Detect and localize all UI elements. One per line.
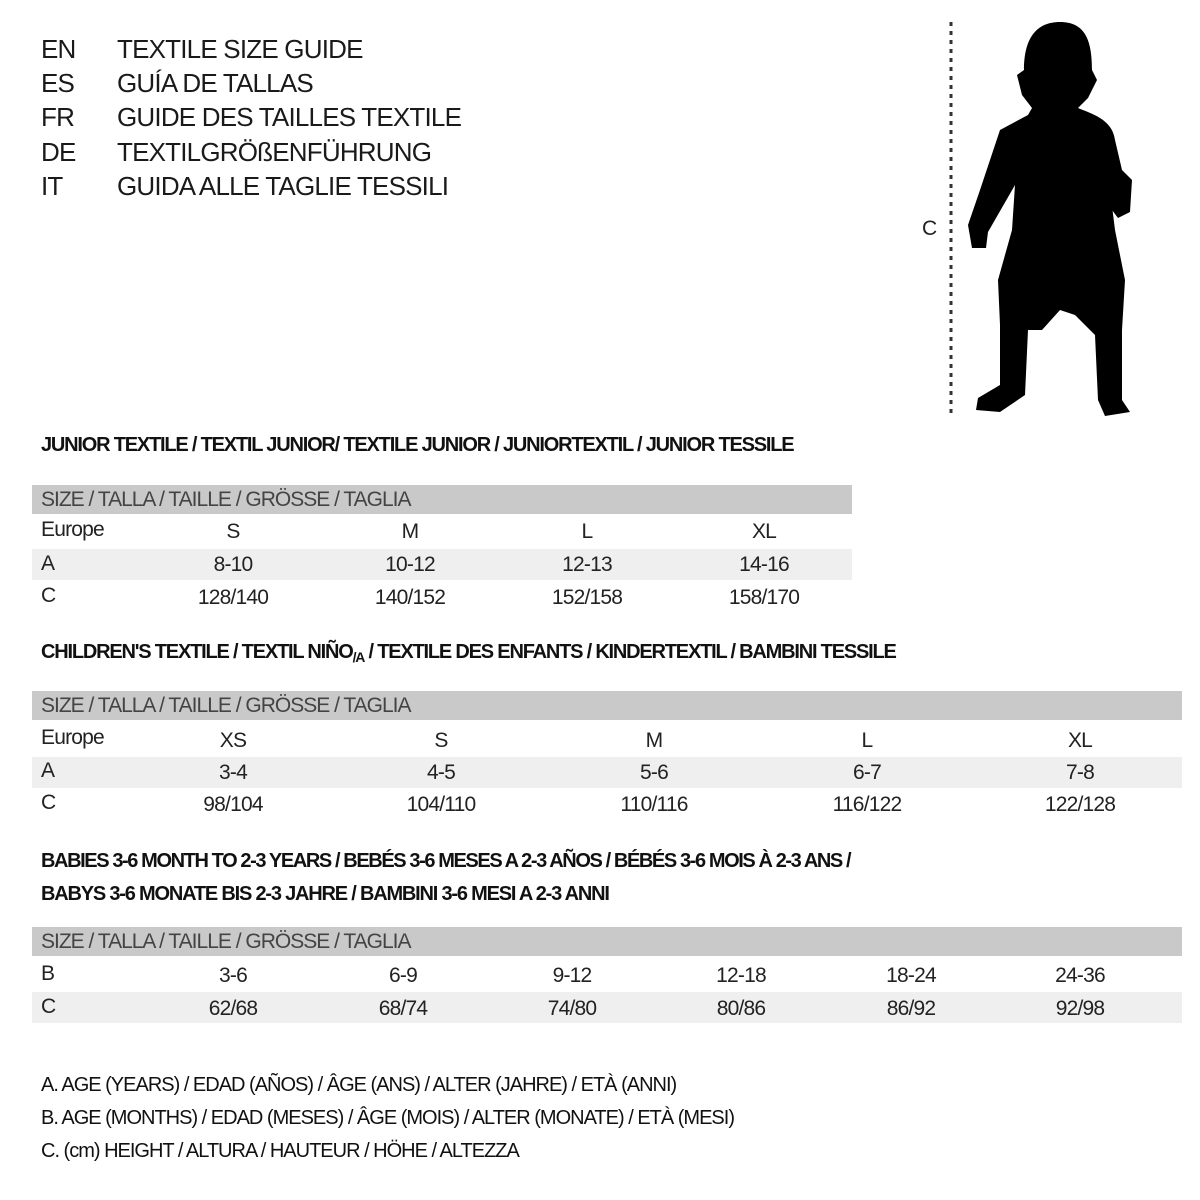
row-label: B: [41, 962, 55, 985]
language-title: TEXTILGRÖßENFÜHRUNG: [117, 137, 432, 167]
size-cell: XL: [1067, 729, 1093, 752]
row-label: C: [41, 791, 56, 814]
age-cell: 6-9: [389, 964, 418, 987]
section-title-text: BABYS 3-6 MONATE BIS 2-3 JAHRE / BAMBINI…: [41, 883, 610, 905]
row-label: A: [41, 552, 55, 575]
height-cell: 80/86: [716, 997, 766, 1020]
row-shade: [32, 757, 1182, 788]
size-cell: XL: [751, 520, 777, 543]
age-cell: 6-7: [853, 761, 882, 784]
section-title-text: JUNIOR TEXTILE / TEXTIL JUNIOR/ TEXTILE …: [41, 434, 795, 456]
size-header-text: SIZE / TALLA / TAILLE / GRÖSSE / TAGLIA: [41, 930, 411, 953]
language-code: FR: [41, 102, 75, 132]
language-row-fr: FR GUIDE DES TAILLES TEXTILE: [41, 100, 641, 134]
height-cell: 116/122: [832, 793, 903, 816]
age-cell: 10-12: [385, 553, 436, 576]
section-title-children: CHILDREN'S TEXTILE / TEXTIL NIÑO/A / TEX…: [41, 641, 1191, 669]
language-row-es: ES GUÍA DE TALLAS: [41, 66, 641, 100]
age-cell: 4-5: [427, 761, 456, 784]
age-cell: 3-4: [219, 761, 248, 784]
height-cell: 62/68: [208, 997, 258, 1020]
language-row-de: DE TEXTILGRÖßENFÜHRUNG: [41, 135, 641, 169]
section-title-babies: BABIES 3-6 MONTH TO 2-3 YEARS / BEBÉS 3-…: [41, 850, 1191, 873]
height-cell: 128/140: [197, 586, 269, 609]
age-cell: 5-6: [640, 761, 669, 784]
size-cell: L: [861, 729, 874, 752]
size-cell: XS: [219, 729, 247, 752]
height-cell: 86/92: [886, 997, 936, 1020]
age-cell: 9-12: [552, 964, 593, 987]
language-title: GUÍA DE TALLAS: [117, 68, 314, 98]
language-code: ES: [41, 68, 75, 98]
height-cell: 98/104: [203, 793, 263, 816]
legend-item-a: A. AGE (YEARS) / EDAD (AÑOS) / ÂGE (ANS)…: [41, 1074, 677, 1096]
size-header-text: SIZE / TALLA / TAILLE / GRÖSSE / TAGLIA: [41, 488, 411, 511]
age-cell: 3-6: [219, 964, 248, 987]
height-cell: 68/74: [378, 997, 428, 1020]
height-cell: 152/158: [551, 586, 623, 609]
row-shade: [32, 549, 852, 580]
age-cell: 14-16: [739, 553, 790, 576]
size-header-text: SIZE / TALLA / TAILLE / GRÖSSE / TAGLIA: [41, 694, 411, 717]
row-label: A: [41, 759, 55, 782]
section-title-text: BABIES 3-6 MONTH TO 2-3 YEARS / BEBÉS 3-…: [41, 850, 852, 872]
age-cell: 8-10: [213, 553, 254, 576]
height-measure-label: C: [922, 217, 938, 240]
child-silhouette: [968, 22, 1132, 416]
language-code: IT: [41, 171, 63, 201]
section-title-text: CHILDREN'S TEXTILE / TEXTIL NIÑO: [41, 641, 354, 663]
size-header-bar: SIZE / TALLA / TAILLE / GRÖSSE / TAGLIA: [32, 927, 1182, 956]
height-cell: 140/152: [374, 586, 446, 609]
size-header-bar: SIZE / TALLA / TAILLE / GRÖSSE / TAGLIA: [32, 485, 852, 514]
language-row-it: IT GUIDA ALLE TAGLIE TESSILI: [41, 169, 641, 203]
language-row-en: EN TEXTILE SIZE GUIDE: [41, 32, 641, 66]
age-cell: 12-13: [562, 553, 613, 576]
legend-item-b: B. AGE (MONTHS) / EDAD (MESES) / ÂGE (MO…: [41, 1107, 735, 1129]
height-cell: 74/80: [547, 997, 597, 1020]
legend-item-c: C. (cm) HEIGHT / ALTURA / HAUTEUR / HÖHE…: [41, 1140, 520, 1162]
section-title-subscript: /A: [352, 649, 366, 665]
size-header-bar: SIZE / TALLA / TAILLE / GRÖSSE / TAGLIA: [32, 691, 1182, 720]
size-cell: S: [226, 520, 240, 543]
row-label: C: [41, 995, 56, 1018]
row-shade: [32, 992, 1182, 1023]
row-label: C: [41, 584, 56, 607]
age-cell: 24-36: [1055, 964, 1106, 987]
language-code: EN: [41, 34, 76, 64]
section-title-text: / TEXTILE DES ENFANTS / KINDERTEXTIL / B…: [364, 641, 897, 663]
height-cell: 158/170: [728, 586, 800, 609]
size-cell: M: [401, 520, 419, 543]
height-cell: 110/116: [620, 793, 688, 816]
language-title: GUIDE DES TAILLES TEXTILE: [117, 102, 462, 132]
row-label: Europe: [41, 518, 105, 541]
height-figure: C: [900, 0, 1200, 428]
child-silhouette-icon: [949, 22, 1132, 416]
size-cell: L: [581, 520, 594, 543]
language-title: TEXTILE SIZE GUIDE: [117, 34, 363, 64]
height-cell: 104/110: [406, 793, 477, 816]
size-cell: S: [434, 729, 448, 752]
language-title: GUIDA ALLE TAGLIE TESSILI: [117, 171, 449, 201]
language-code: DE: [41, 137, 76, 167]
section-title-junior: JUNIOR TEXTILE / TEXTIL JUNIOR/ TEXTILE …: [41, 434, 1191, 457]
age-cell: 12-18: [716, 964, 767, 987]
row-label: Europe: [41, 726, 105, 749]
height-cell: 122/128: [1044, 793, 1116, 816]
section-title-babies-line2: BABYS 3-6 MONATE BIS 2-3 JAHRE / BAMBINI…: [41, 883, 1191, 906]
age-cell: 7-8: [1066, 761, 1095, 784]
age-cell: 18-24: [886, 964, 937, 987]
height-cell: 92/98: [1055, 997, 1105, 1020]
size-cell: M: [645, 729, 663, 752]
